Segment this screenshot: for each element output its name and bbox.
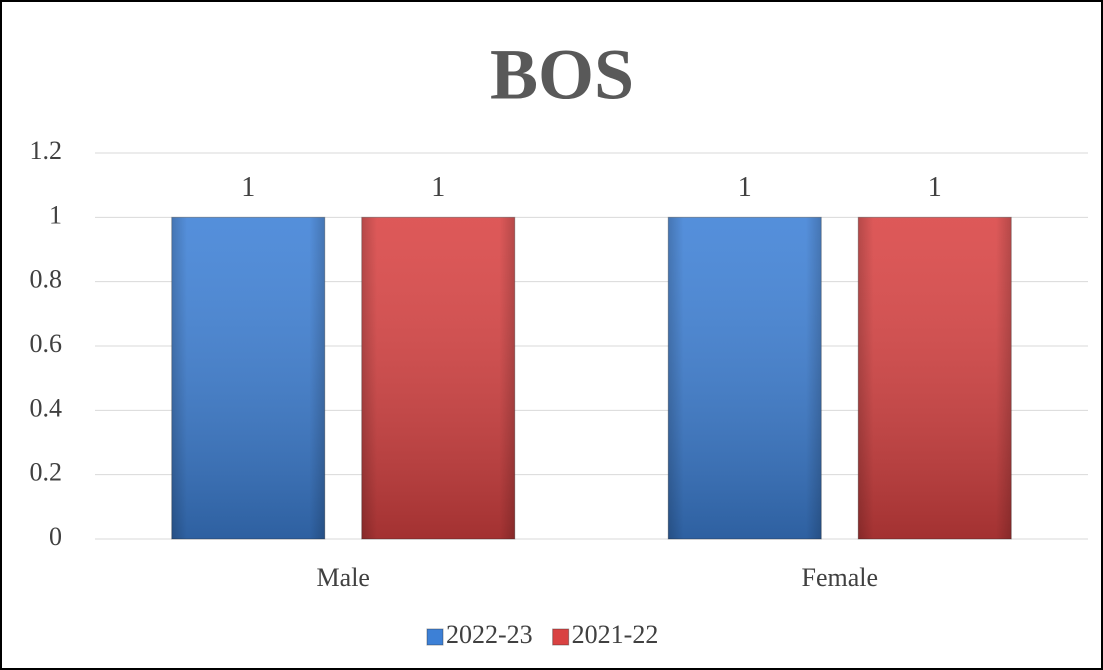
y-tick-label: 0.4 [30,393,63,422]
data-label: 1 [431,172,445,203]
y-tick-label: 0.2 [30,458,63,487]
y-tick-label: 0 [49,522,62,551]
legend-label: 2022-23 [446,620,533,649]
bar [361,216,516,540]
x-tick-label: Female [801,563,878,592]
data-label: 1 [928,172,942,203]
legend-swatch [552,628,570,646]
data-label: 1 [241,172,255,203]
legend-label: 2021-22 [572,620,659,649]
x-tick-label: Male [317,563,370,592]
data-label: 1 [738,172,752,203]
bar [667,216,822,540]
y-tick-label: 0.6 [30,329,63,358]
y-tick-label: 1.2 [30,136,63,165]
chart-title: BOS [490,35,634,115]
legend-swatch [426,628,444,646]
bar [171,216,326,540]
bar [857,216,1012,540]
y-tick-label: 1 [49,200,62,229]
y-tick-label: 0.8 [30,265,63,294]
